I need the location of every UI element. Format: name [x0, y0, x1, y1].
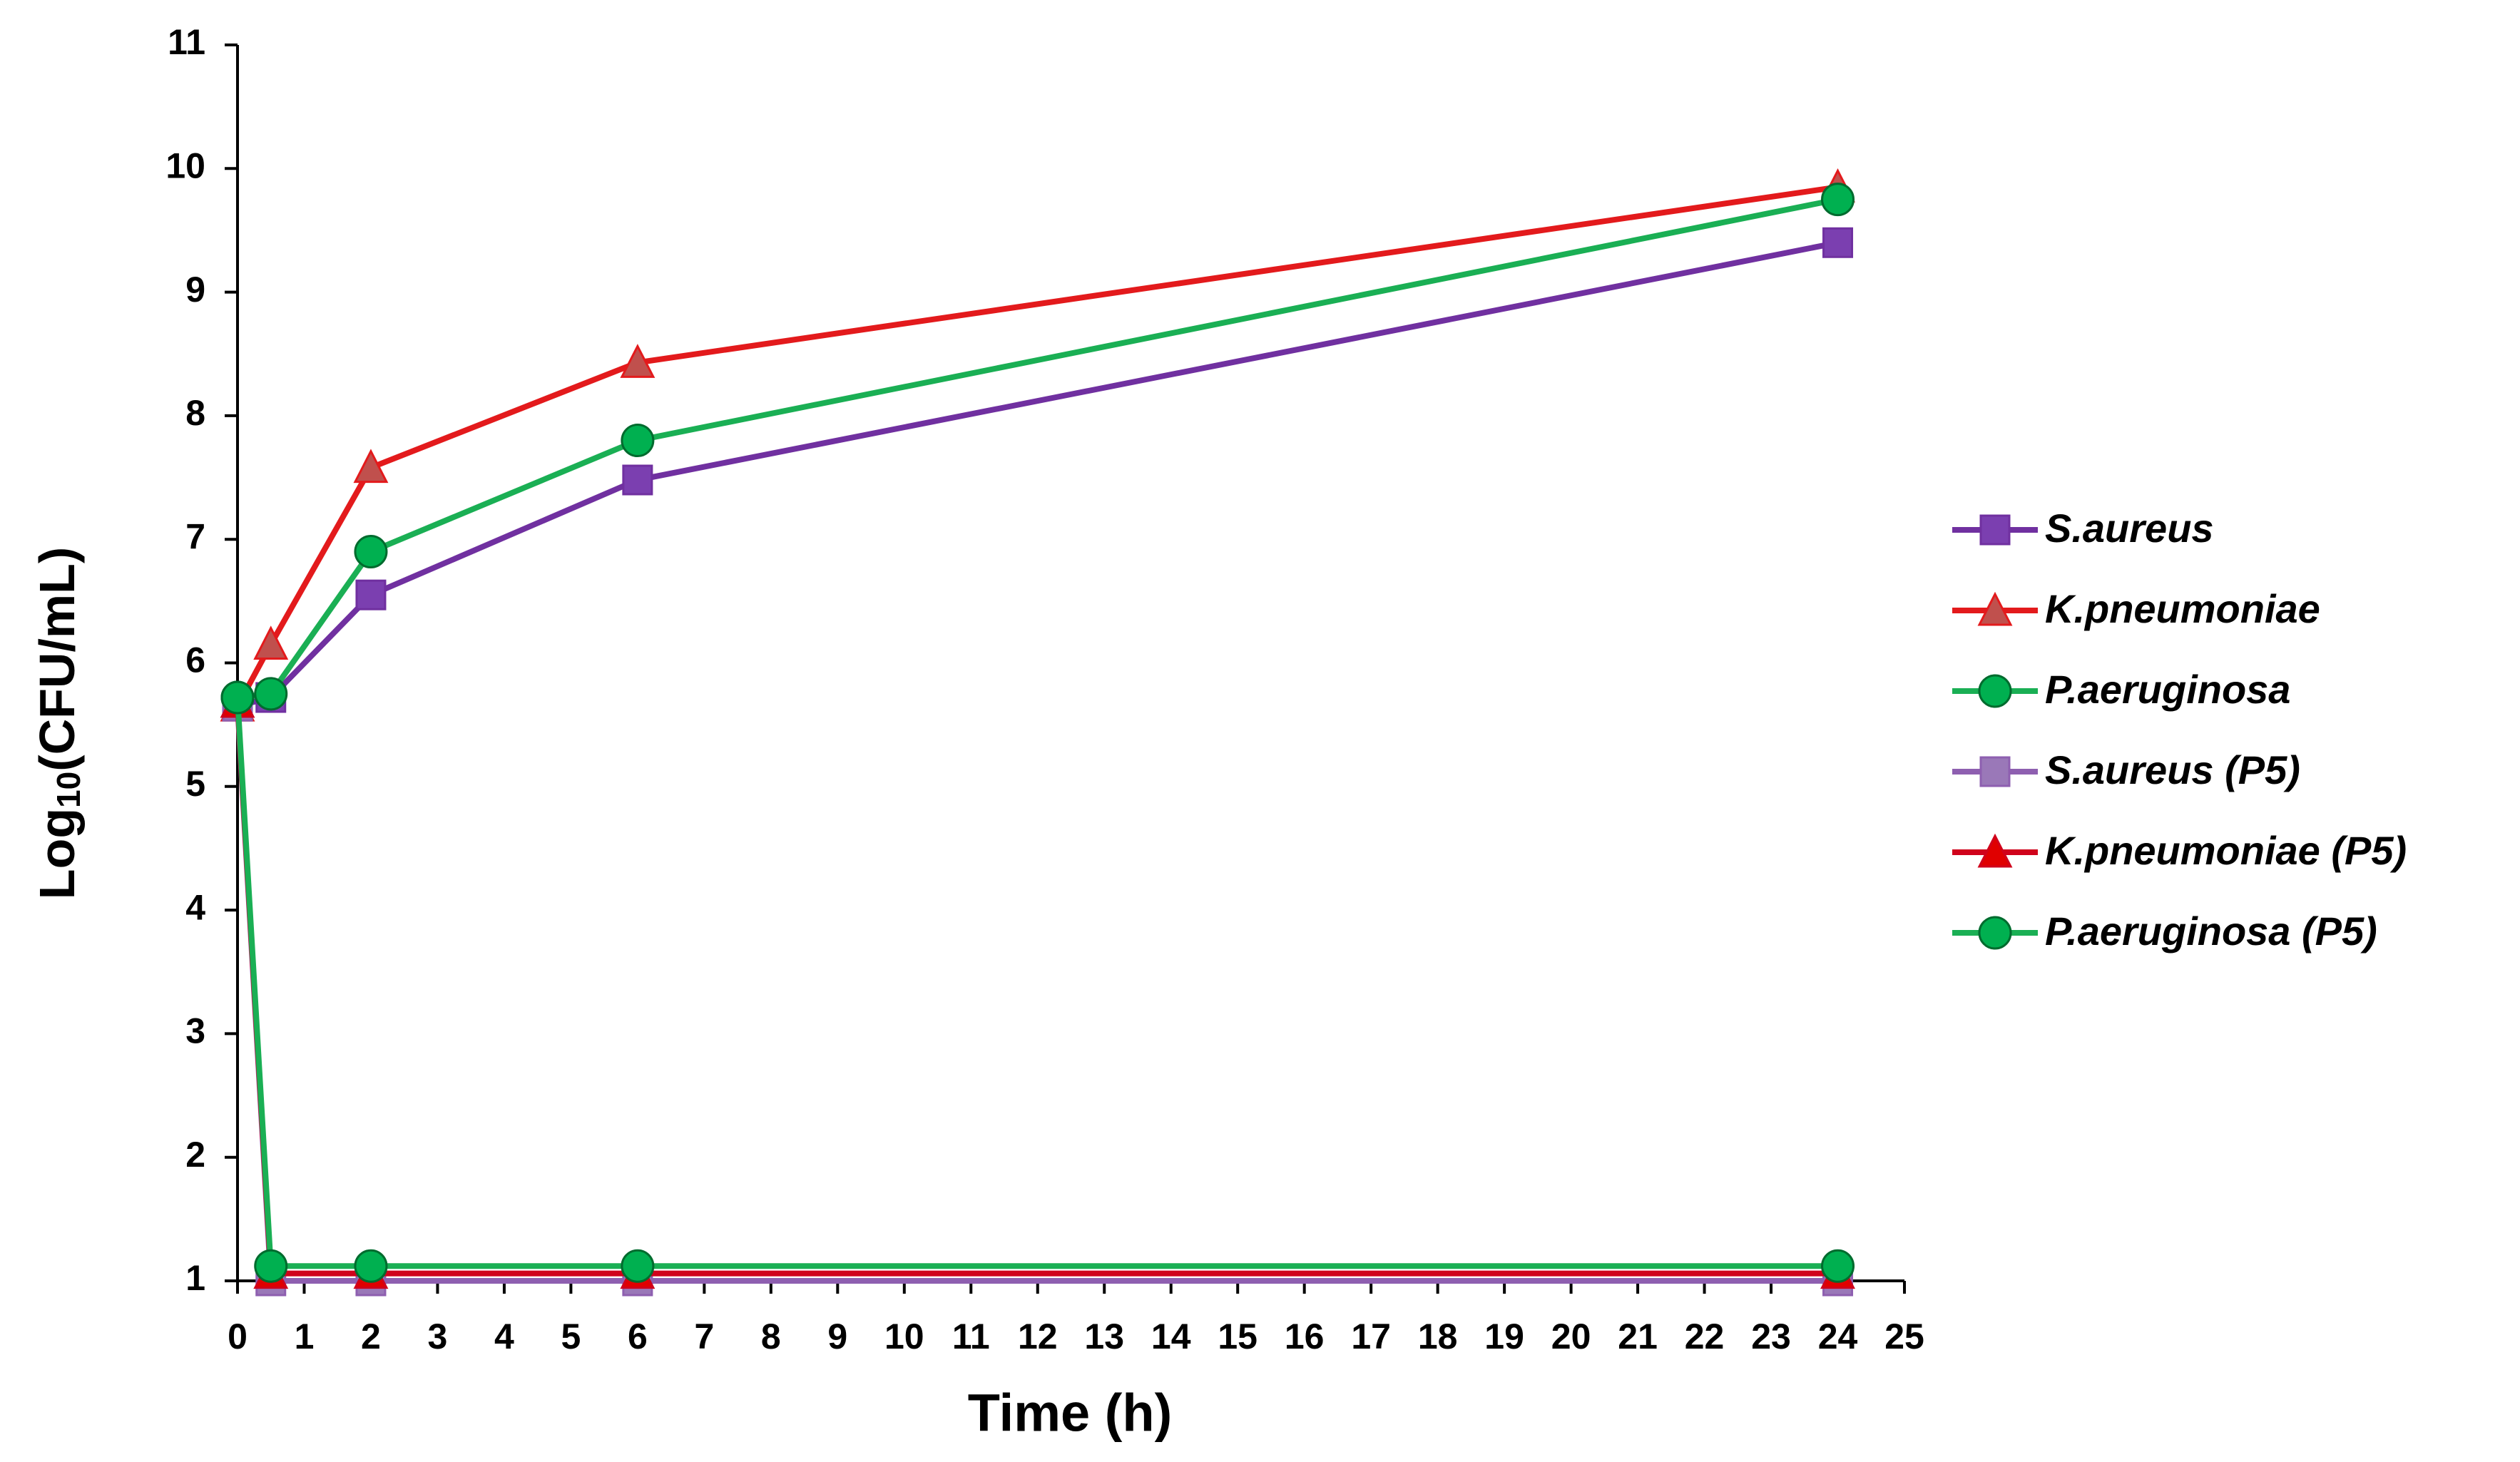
x-tick-label: 21 — [1618, 1317, 1658, 1356]
x-tick-label: 0 — [228, 1317, 248, 1356]
legend-entry: K.pneumoniae (P5) — [1952, 828, 2407, 873]
x-tick-label: 23 — [1751, 1317, 1791, 1356]
legend-label: K.pneumoniae — [2045, 586, 2320, 631]
marker — [354, 1249, 388, 1283]
y-tick-label: 11 — [168, 22, 205, 62]
legend-entry: S.aureus — [1952, 506, 2214, 551]
legend-label: K.pneumoniae (P5) — [2045, 828, 2407, 873]
marker — [622, 464, 653, 496]
legend-label: S.aureus (P5) — [2045, 747, 2300, 792]
legend-entry: S.aureus (P5) — [1952, 747, 2300, 792]
series-line — [235, 697, 1838, 1269]
y-tick-label: 1 — [185, 1258, 205, 1298]
x-tick-label: 22 — [1685, 1317, 1725, 1356]
marker — [1821, 1249, 1855, 1283]
y-tick-label: 9 — [185, 270, 205, 310]
marker — [621, 424, 655, 458]
legend-label: P.aeruginosa (P5) — [2045, 909, 2377, 954]
marker — [1979, 514, 2011, 546]
y-title-rest: (CFU/mL) — [29, 547, 85, 772]
marker — [621, 1249, 655, 1283]
y-tick-label: 4 — [185, 887, 205, 927]
legend-entry: P.aeruginosa — [1952, 667, 2290, 712]
x-tick-label: 3 — [428, 1317, 448, 1356]
marker — [254, 1249, 288, 1283]
series-line — [236, 240, 1839, 710]
x-tick-label: 10 — [884, 1317, 924, 1356]
legend-label: P.aeruginosa — [2045, 667, 2290, 712]
marker — [254, 677, 288, 711]
x-tick-label: 2 — [361, 1317, 381, 1356]
y-tick-label: 5 — [185, 764, 205, 804]
legend-entry: K.pneumoniae — [1952, 586, 2320, 631]
x-tick-label: 8 — [761, 1317, 781, 1356]
series-line — [237, 196, 1839, 700]
y-title-base: Log — [29, 808, 85, 899]
legend-label: S.aureus — [2045, 506, 2214, 551]
marker — [353, 449, 389, 484]
series-line — [235, 702, 1838, 1277]
x-tick-label: 14 — [1151, 1317, 1191, 1356]
x-tick-label: 17 — [1351, 1317, 1391, 1356]
marker — [1977, 591, 2013, 626]
x-tick-label: 7 — [694, 1317, 714, 1356]
x-tick-label: 4 — [494, 1317, 514, 1356]
marker — [1977, 833, 2013, 868]
marker — [1979, 756, 2011, 787]
marker — [1822, 227, 1854, 258]
x-tick-label: 20 — [1551, 1317, 1591, 1356]
legend-entry: P.aeruginosa (P5) — [1952, 909, 2377, 954]
x-tick-label: 25 — [1884, 1317, 1924, 1356]
y-tick-label: 8 — [185, 393, 205, 433]
marker — [1821, 183, 1855, 217]
x-tick-label: 24 — [1818, 1317, 1858, 1356]
x-tick-label: 15 — [1218, 1317, 1258, 1356]
x-tick-label: 11 — [952, 1317, 990, 1356]
y-tick-label: 6 — [185, 640, 205, 680]
x-tick-label: 16 — [1285, 1317, 1325, 1356]
y-tick-label: 10 — [165, 146, 205, 186]
marker — [253, 625, 289, 660]
marker — [220, 680, 255, 715]
y-tick-label: 7 — [185, 516, 205, 556]
marker — [355, 579, 387, 610]
x-axis-title: Time (h) — [968, 1384, 1172, 1443]
y-title-subscript: 10 — [50, 772, 87, 808]
x-tick-label: 6 — [628, 1317, 648, 1356]
marker — [620, 344, 655, 378]
x-tick-label: 13 — [1084, 1317, 1124, 1356]
series-line — [235, 705, 1838, 1284]
x-tick-label: 18 — [1418, 1317, 1458, 1356]
x-tick-label: 1 — [295, 1317, 315, 1356]
y-tick-label: 3 — [185, 1011, 205, 1051]
marker — [1978, 916, 2012, 950]
y-tick-label: 2 — [185, 1135, 205, 1175]
x-tick-label: 9 — [827, 1317, 847, 1356]
series-line — [235, 184, 1839, 708]
x-tick-label: 12 — [1018, 1317, 1058, 1356]
y-axis-title: Log10(CFU/mL) — [29, 547, 87, 899]
x-tick-label: 19 — [1484, 1317, 1524, 1356]
marker — [1978, 674, 2012, 708]
marker — [354, 535, 388, 569]
x-tick-label: 5 — [561, 1317, 581, 1356]
